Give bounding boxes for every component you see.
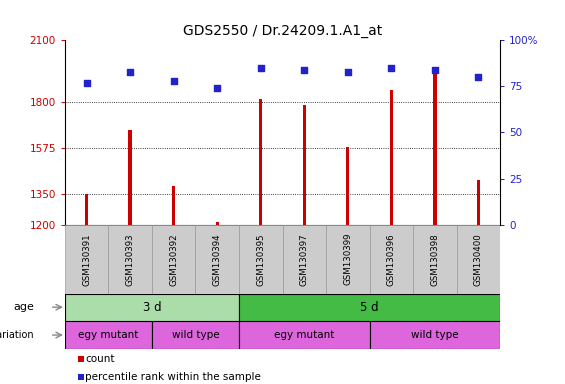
Text: GSM130395: GSM130395 (257, 233, 265, 286)
Text: wild type: wild type (411, 330, 459, 340)
Bar (389, 90, 393, 225)
Text: 5 d: 5 d (360, 301, 379, 314)
Bar (282, 225, 326, 294)
Bar (152, 225, 195, 294)
Point (343, 69, 353, 75)
Bar (65, 225, 108, 294)
Text: GSM130397: GSM130397 (300, 233, 308, 286)
Point (386, 65, 396, 71)
Point (82, 79, 92, 86)
Bar (78, 356, 84, 362)
Bar (302, 106, 306, 225)
Bar (370, 321, 500, 349)
Bar (78, 374, 84, 380)
Text: egy mutant: egy mutant (274, 330, 334, 340)
Point (299, 67, 308, 73)
Text: 3 d: 3 d (143, 301, 161, 314)
Text: GSM130394: GSM130394 (213, 233, 221, 286)
Text: GSM130396: GSM130396 (387, 233, 396, 286)
Bar (65, 294, 239, 321)
Text: GSM130393: GSM130393 (126, 233, 134, 286)
Bar (85, 194, 89, 225)
Bar (239, 321, 370, 349)
Title: GDS2550 / Dr.24209.1.A1_at: GDS2550 / Dr.24209.1.A1_at (183, 24, 382, 38)
Bar (65, 321, 152, 349)
Text: age: age (14, 302, 34, 312)
Text: GSM130392: GSM130392 (170, 233, 178, 286)
Point (257, 65, 266, 71)
Point (126, 69, 135, 75)
Bar (108, 225, 152, 294)
Text: GSM130399: GSM130399 (344, 233, 352, 285)
Bar (259, 99, 263, 225)
Bar (413, 225, 457, 294)
Bar (152, 321, 239, 349)
Text: GSM130398: GSM130398 (431, 233, 439, 286)
Point (170, 78, 179, 84)
Bar (239, 294, 500, 321)
Text: egy mutant: egy mutant (79, 330, 138, 340)
Text: count: count (85, 354, 115, 364)
Text: GSM130400: GSM130400 (474, 233, 483, 286)
Bar (457, 225, 500, 294)
Text: GSM130391: GSM130391 (82, 233, 91, 286)
Text: wild type: wild type (172, 330, 219, 340)
Text: percentile rank within the sample: percentile rank within the sample (85, 372, 261, 382)
Bar (346, 147, 350, 225)
Point (212, 85, 221, 91)
Bar (476, 180, 480, 225)
Bar (195, 225, 239, 294)
Text: genotype/variation: genotype/variation (0, 330, 34, 340)
Bar (128, 131, 132, 225)
Point (473, 74, 483, 80)
Point (431, 67, 440, 73)
Bar (215, 222, 219, 225)
Bar (239, 225, 282, 294)
Bar (370, 225, 413, 294)
Bar (326, 225, 370, 294)
Bar (433, 71, 437, 225)
Bar (172, 186, 176, 225)
